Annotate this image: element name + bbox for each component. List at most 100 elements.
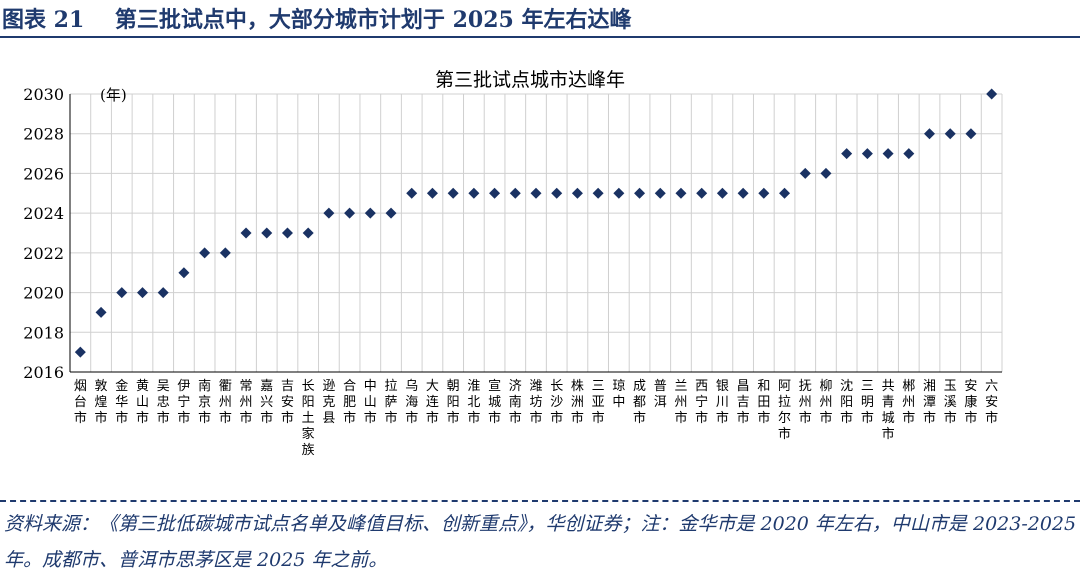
data-point <box>199 247 211 259</box>
data-point <box>447 187 459 199</box>
data-point <box>696 187 708 199</box>
x-tick-label: 潍坊市 <box>529 379 542 426</box>
data-point <box>675 187 687 199</box>
figure-heading: 第三批试点中，大部分城市计划于 2025 年左右达峰 <box>114 7 632 33</box>
data-point <box>136 287 148 299</box>
figure-source: 资料来源：《第三批低碳城市试点名单及峰值目标、创新重点》，华创证券；注：金华市是… <box>4 513 1077 571</box>
x-tick-label: 济南市 <box>509 379 522 426</box>
chart: 2016 2018 2020 2022 2024 2026 2028 2030 烟台市敦煌市金… <box>23 69 1003 458</box>
figure-header: 图表 21 第三批试点中，大部分城市计划于 2025 年左右达峰 <box>0 0 1080 40</box>
data-point <box>592 187 604 199</box>
data-point <box>406 187 418 199</box>
y-tick-label: 2026 <box>23 164 64 183</box>
x-tick-label: 玉溪市 <box>944 379 957 426</box>
data-point <box>716 187 728 199</box>
x-tick-label: 伊宁市 <box>177 379 190 426</box>
x-tick-label: 嘉兴市 <box>260 379 273 426</box>
figure-label: 图表 21 <box>2 7 85 33</box>
data-point <box>95 306 107 318</box>
x-axis-labels: 烟台市敦煌市金华市黄山市吴忠市伊宁市南京市衢州市常州市嘉兴市吉安市长阳土家族逊克… <box>74 378 998 458</box>
x-tick-label: 烟台市 <box>74 379 87 426</box>
x-tick-label: 共青城市 <box>882 379 895 442</box>
x-tick-label: 抚州市 <box>799 379 812 426</box>
y-unit-label: (年) <box>100 86 127 104</box>
x-tick-label: 常州市 <box>240 379 253 426</box>
data-point <box>426 187 438 199</box>
data-point <box>74 346 86 358</box>
x-tick-label: 敦煌市 <box>95 378 108 426</box>
x-tick-label: 安康市 <box>964 379 977 426</box>
x-tick-label: 三明市 <box>861 379 874 426</box>
data-point <box>882 148 894 160</box>
data-point <box>571 187 583 199</box>
x-tick-label: 宣城市 <box>488 378 501 426</box>
x-tick-label: 柳州市 <box>819 379 832 426</box>
x-tick-label: 中山市 <box>364 379 377 426</box>
y-tick-label: 2022 <box>23 244 64 263</box>
x-tick-label: 和田市 <box>757 379 770 426</box>
data-point <box>820 167 832 179</box>
x-tick-label: 衢州市 <box>219 379 232 426</box>
data-point <box>302 227 314 239</box>
data-point <box>841 148 853 160</box>
data-point <box>344 207 356 219</box>
data-point <box>261 227 273 239</box>
data-point <box>323 207 335 219</box>
x-tick-label: 琼中 <box>612 379 625 410</box>
data-point <box>903 148 915 160</box>
data-point <box>489 187 501 199</box>
header-rule <box>0 36 1080 38</box>
data-point <box>737 187 749 199</box>
data-point <box>281 227 293 239</box>
x-tick-label: 长阳土家族 <box>302 379 315 458</box>
data-point <box>986 88 998 100</box>
data-point <box>530 187 542 199</box>
footer-rule <box>0 500 1080 502</box>
y-axis: 2016 2018 2020 2022 2024 2026 2028 2030 <box>23 85 1002 382</box>
y-tick-label: 2018 <box>23 323 64 342</box>
data-point <box>758 187 770 199</box>
x-tick-label: 西宁市 <box>695 379 708 426</box>
x-tick-label: 阿拉尔市 <box>778 379 791 442</box>
data-point <box>509 187 521 199</box>
data-point <box>613 187 625 199</box>
x-tick-label: 株洲市 <box>571 379 584 426</box>
data-point <box>799 167 811 179</box>
x-tick-label: 吉安市 <box>281 379 294 426</box>
x-tick-label: 淮北市 <box>467 379 480 426</box>
data-point <box>240 227 252 239</box>
y-tick-label: 2024 <box>23 204 64 223</box>
x-tick-label: 逊克县 <box>322 379 335 426</box>
data-point <box>116 287 128 299</box>
data-point <box>634 187 646 199</box>
data-point <box>924 128 936 140</box>
data-point <box>364 207 376 219</box>
x-tick-label: 湘潭市 <box>923 379 936 426</box>
data-point <box>965 128 977 140</box>
x-tick-label: 沈阳市 <box>840 379 853 426</box>
figure-title: 图表 21 第三批试点中，大部分城市计划于 2025 年左右达峰 <box>2 2 631 34</box>
data-point <box>219 247 231 259</box>
x-tick-label: 普洱 <box>654 379 667 410</box>
data-point <box>654 187 666 199</box>
x-tick-label: 朝阳市 <box>447 379 460 426</box>
gridlines <box>69 93 1003 373</box>
x-tick-label: 昌吉市 <box>737 379 750 426</box>
x-tick-label: 郴州市 <box>902 379 915 426</box>
data-point <box>551 187 563 199</box>
x-tick-label: 成都市 <box>633 379 646 426</box>
data-point <box>157 287 169 299</box>
data-point <box>385 207 397 219</box>
data-point <box>944 128 956 140</box>
x-tick-label: 吴忠市 <box>157 379 170 426</box>
x-tick-label: 兰州市 <box>674 379 687 426</box>
data-point <box>468 187 480 199</box>
x-tick-label: 乌海市 <box>405 378 418 426</box>
data-point <box>861 148 873 160</box>
x-tick-label: 金华市 <box>115 378 128 426</box>
y-tick-label: 2016 <box>23 363 64 382</box>
x-tick-label: 长沙市 <box>550 379 563 426</box>
x-tick-label: 南京市 <box>198 378 211 426</box>
x-tick-label: 大连市 <box>426 379 439 426</box>
data-point <box>178 267 190 279</box>
